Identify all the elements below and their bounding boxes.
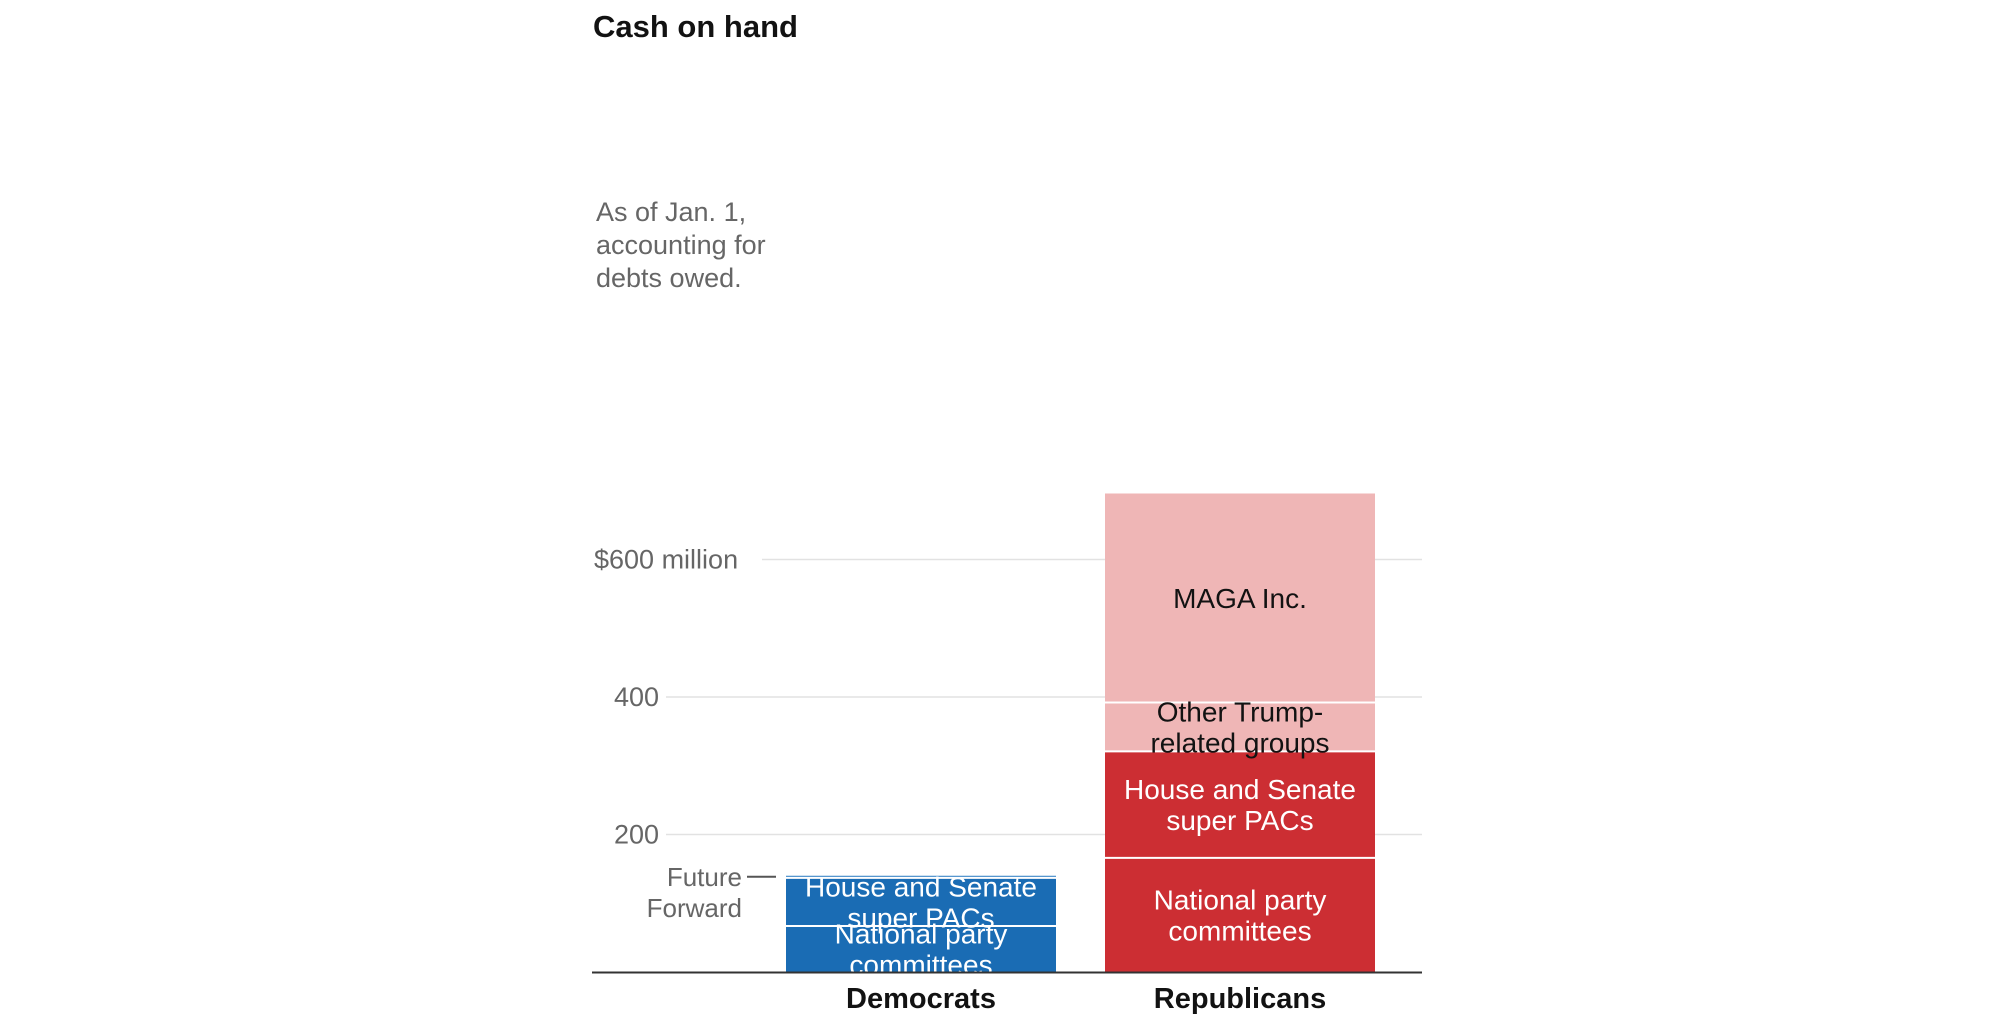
category-label: Republicans: [1154, 983, 1326, 1015]
chart-note-line: debts owed.: [596, 263, 742, 293]
chart-note: As of Jan. 1, accounting for debts owed.: [596, 197, 773, 293]
bar-segment: [1105, 493, 1375, 703]
chart-title: Cash on hand: [593, 9, 798, 44]
bars: [786, 493, 1375, 972]
segment-label: related groups: [1150, 727, 1329, 758]
segment-label: Future: [667, 862, 742, 892]
segment-label: Other Trump-: [1157, 696, 1323, 727]
segment-label: House and Senate: [1124, 774, 1356, 805]
segment-label: committees: [849, 949, 992, 980]
chart-note-line: As of Jan. 1,: [596, 197, 746, 227]
gridlines: 200 400 $600 million: [594, 545, 1422, 850]
segment-label: National party: [835, 918, 1008, 949]
segment-label: super PACs: [847, 902, 994, 933]
bar-segment: [1105, 857, 1375, 972]
segment-label: House and Senate: [805, 871, 1037, 902]
segment-label: National party: [1154, 884, 1327, 915]
segment-label: committees: [1168, 915, 1311, 946]
segment-label: super PACs: [1166, 805, 1313, 836]
chart-note-line: accounting for: [596, 230, 766, 260]
bar-segment: [786, 875, 1056, 878]
bar-segment: [786, 877, 1056, 926]
bar-segment: [1105, 751, 1375, 858]
y-tick-label: 400: [614, 682, 659, 712]
bar-segment: [1105, 702, 1375, 752]
segment-label: MAGA Inc.: [1173, 583, 1307, 614]
segment-label: Forward: [647, 893, 742, 923]
category-label: Democrats: [846, 983, 996, 1015]
category-labels: Democrats Republicans: [846, 983, 1326, 1015]
y-tick-label: $600 million: [594, 545, 738, 575]
y-tick-label: 200: [614, 820, 659, 850]
bar-segment: [786, 925, 1056, 972]
